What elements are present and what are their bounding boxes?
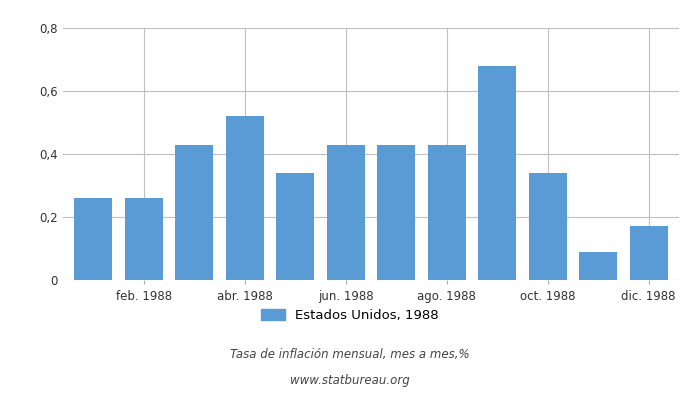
Bar	[377, 144, 415, 280]
Text: www.statbureau.org: www.statbureau.org	[290, 374, 410, 387]
Bar	[478, 66, 516, 280]
Bar	[226, 116, 264, 280]
Bar	[276, 173, 314, 280]
Bar	[125, 198, 162, 280]
Bar	[175, 144, 214, 280]
Text: Tasa de inflación mensual, mes a mes,%: Tasa de inflación mensual, mes a mes,%	[230, 348, 470, 361]
Bar	[428, 144, 466, 280]
Legend: Estados Unidos, 1988: Estados Unidos, 1988	[261, 308, 439, 322]
Bar	[580, 252, 617, 280]
Bar	[528, 173, 567, 280]
Bar	[327, 144, 365, 280]
Bar	[74, 198, 112, 280]
Bar	[630, 226, 668, 280]
